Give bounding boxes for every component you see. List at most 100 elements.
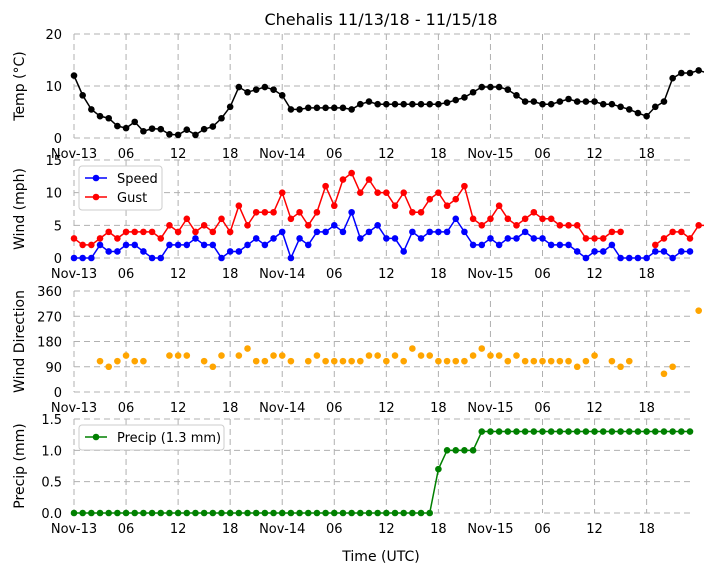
panel-wind: 0 5 10 15 Nov-13 06 12 18 Nov-14 06 12 18 Nov-15 06 12… <box>12 154 704 282</box>
data-point <box>660 370 668 378</box>
data-point <box>79 241 86 249</box>
data-point <box>617 428 624 435</box>
x-tick-label: 06 <box>118 267 135 282</box>
y-tick-label: 10 <box>45 187 62 202</box>
x-tick-label: 18 <box>222 401 239 416</box>
data-point <box>131 118 139 126</box>
data-point <box>166 241 173 249</box>
data-point <box>235 83 243 91</box>
data-point <box>469 241 477 249</box>
data-point <box>487 235 494 242</box>
data-point <box>330 357 338 365</box>
data-point <box>348 169 355 177</box>
data-point <box>365 228 373 236</box>
data-point <box>140 509 147 517</box>
data-point <box>686 69 694 77</box>
data-point <box>426 228 434 236</box>
data-point <box>183 215 191 223</box>
data-point <box>634 109 642 117</box>
data-point <box>252 208 260 216</box>
data-point <box>339 104 347 112</box>
data-point <box>435 228 442 236</box>
data-point <box>669 74 676 82</box>
x-tick-label: 12 <box>586 147 603 162</box>
data-point <box>148 125 156 132</box>
data-point <box>339 509 347 517</box>
data-point <box>573 222 581 229</box>
data-point <box>625 357 633 365</box>
data-point <box>122 352 130 359</box>
data-point <box>417 509 425 517</box>
y-axis-label: Precip (mm) <box>12 423 28 508</box>
legend-frame <box>78 165 163 211</box>
data-point <box>539 215 546 223</box>
chart-title: Chehalis 11/13/18 - 11/15/18 <box>264 10 497 29</box>
data-point <box>166 352 173 359</box>
data-point <box>209 509 217 517</box>
data-point <box>591 248 598 255</box>
x-tick-label: 12 <box>170 147 187 162</box>
data-point <box>200 125 208 133</box>
data-point <box>218 114 225 122</box>
data-point <box>391 100 399 108</box>
data-point <box>235 248 243 255</box>
data-point <box>391 509 399 517</box>
data-point <box>183 241 191 249</box>
data-point <box>591 235 598 242</box>
data-point <box>88 241 95 249</box>
data-point <box>452 96 460 104</box>
x-tick-label: Nov-13 <box>51 401 97 416</box>
data-point <box>313 352 321 359</box>
data-point <box>114 235 121 242</box>
x-tick-label: 18 <box>430 401 447 416</box>
data-point <box>270 208 277 216</box>
data-point <box>539 428 546 435</box>
data-point <box>209 123 217 130</box>
data-point <box>409 228 416 236</box>
data-point <box>365 176 373 183</box>
x-tick-label: 06 <box>118 401 135 416</box>
legend-entry: Precip (1.3 mm) <box>117 431 221 446</box>
data-point <box>339 357 347 365</box>
x-tick-label: 06 <box>326 522 343 537</box>
data-point <box>686 235 694 242</box>
data-point <box>634 254 642 262</box>
x-tick-label: 18 <box>222 522 239 537</box>
data-point <box>417 100 425 108</box>
data-point <box>599 100 607 108</box>
data-point <box>521 215 529 223</box>
data-point <box>304 357 312 365</box>
data-point <box>435 357 442 365</box>
data-point <box>374 222 381 229</box>
y-tick-label: 180 <box>37 336 62 351</box>
data-point <box>96 509 104 517</box>
data-point <box>287 357 295 365</box>
data-point <box>530 98 538 105</box>
data-point <box>348 106 355 113</box>
data-point <box>400 509 407 517</box>
data-point <box>70 72 78 79</box>
y-tick-label: 20 <box>45 28 62 43</box>
x-tick-label: 12 <box>586 267 603 282</box>
series-temp <box>70 67 704 139</box>
data-point <box>287 254 295 262</box>
data-point <box>348 208 355 216</box>
y-axis-label: Temp (°C) <box>12 51 28 121</box>
data-point <box>192 509 199 517</box>
data-point <box>174 241 182 249</box>
legend-entry: Gust <box>117 191 147 206</box>
data-point <box>573 248 581 255</box>
data-point <box>599 248 607 255</box>
data-point <box>244 509 251 517</box>
x-tick-label: 06 <box>326 147 343 162</box>
data-point <box>565 222 572 229</box>
data-point <box>678 428 685 435</box>
data-point <box>487 428 494 435</box>
data-point <box>235 352 243 359</box>
data-point <box>504 428 512 435</box>
x-tick-label: 06 <box>326 401 343 416</box>
data-point <box>166 222 173 229</box>
data-point <box>192 228 199 236</box>
data-point <box>530 208 538 216</box>
data-point <box>200 222 208 229</box>
